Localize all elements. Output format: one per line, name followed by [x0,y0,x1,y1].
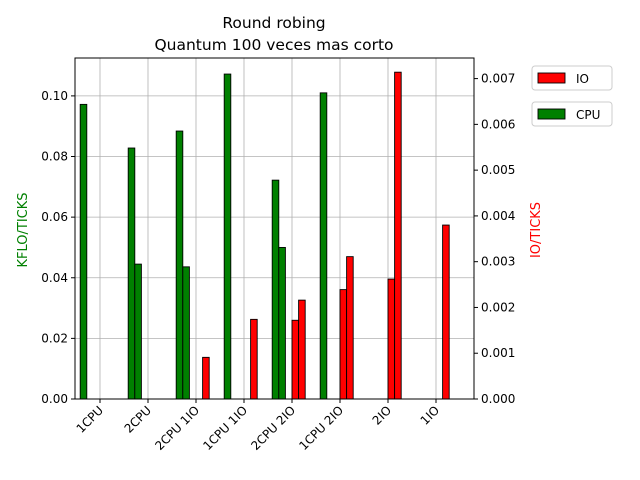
bar-cpu [278,246,286,400]
legend-item-cpu: CPU [531,101,613,127]
y-tick-label-right: 0.006 [481,117,515,131]
x-tick-label: 2CPU 1IO [152,403,202,453]
legend-item-io: IO [531,65,613,91]
x-tick-label: 1IO [418,403,442,427]
bars [79,71,450,400]
bar-cpu [134,263,142,400]
x-tick-label: 1CPU [74,403,107,436]
legend-label: CPU [576,108,600,122]
bar-cpu [223,73,232,400]
x-tick-label: 2IO [370,403,394,427]
chart-subtitle: Quantum 100 veces mas corto [154,36,393,54]
bar-io [339,289,348,400]
y-tick-label-right: 0.000 [481,392,515,406]
y-tick-label-left: 0.04 [41,271,68,285]
bar-cpu [79,103,88,400]
y-tick-label-right: 0.002 [481,300,515,314]
legend-box [531,101,613,127]
bar-io [202,356,210,400]
legend-swatch [537,108,566,120]
y-tick-label-left: 0.10 [41,89,68,103]
y-tick-label-left: 0.00 [41,392,68,406]
y-tick-label-right: 0.005 [481,163,515,177]
y-axis-label-left: KFLO/TICKS [16,192,31,267]
y-axis-label-right: IO/TICKS [529,202,544,258]
y-tick-label-right: 0.007 [481,72,515,86]
x-tick-label: 1CPU 2IO [296,403,346,453]
legend-box [531,65,613,91]
bar-io [394,71,402,400]
bar-cpu [319,92,328,400]
bar-io [387,278,396,400]
bar-cpu [175,130,184,400]
legend-label: IO [576,72,589,86]
bar-io [291,319,300,400]
x-tick-label: 2CPU 2IO [248,403,298,453]
legend-swatch [537,72,566,84]
y-tick-label-left: 0.02 [41,331,68,345]
y-tick-label-right: 0.001 [481,346,515,360]
x-tick-label: 1CPU 1IO [200,403,250,453]
bar-cpu [127,147,136,400]
x-tick-label: 2CPU [122,403,155,436]
y-tick-label-left: 0.06 [41,210,68,224]
y-tick-label-left: 0.08 [41,150,68,164]
legend: IO CPU [531,65,613,127]
chart-title: Round robing [222,14,325,32]
bar-io [346,256,354,400]
y-tick-label-right: 0.004 [481,209,515,223]
bar-io [442,224,450,400]
bar-io [250,318,258,400]
y-tick-label-right: 0.003 [481,255,515,269]
bar-cpu [271,179,280,400]
plot-frame [74,57,475,400]
bar-cpu [182,266,190,400]
bar-io [298,299,306,400]
